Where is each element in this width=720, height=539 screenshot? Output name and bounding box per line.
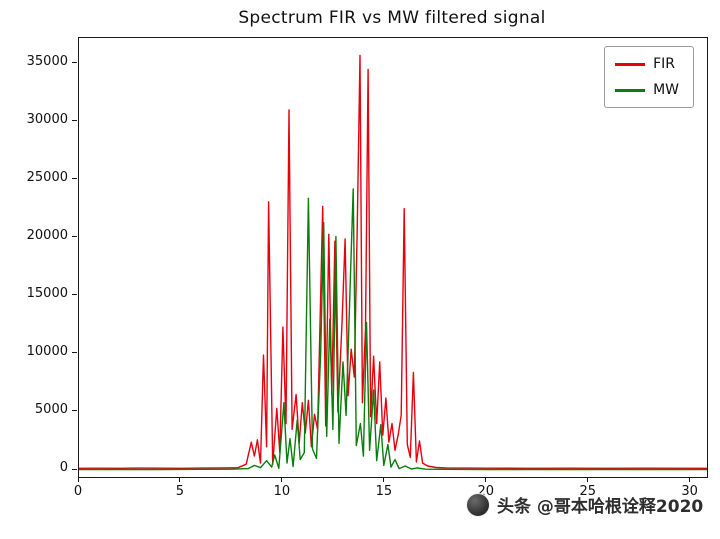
y-tick-label: 25000 [26, 169, 68, 185]
x-tick-label: 30 [681, 484, 698, 499]
y-tick-mark [72, 62, 77, 64]
watermark-text: 头条 @哥本哈根诠释2020 [497, 497, 704, 517]
legend-label-fir: FIR [653, 56, 675, 72]
x-tick-label: 10 [273, 484, 291, 499]
y-tick-label: 5000 [34, 401, 68, 417]
x-tick-mark [383, 477, 385, 482]
legend-item-fir: FIR [615, 56, 679, 72]
x-tick-label: 15 [375, 484, 393, 499]
mw-line-swatch [615, 88, 646, 92]
fir-line-swatch [615, 62, 646, 66]
x-tick-mark [689, 477, 691, 482]
y-tick-label: 0 [59, 460, 68, 476]
legend-label-mw: MW [653, 82, 679, 98]
x-tick-label: 0 [73, 484, 83, 499]
x-tick-mark [587, 477, 589, 482]
fir-line [79, 54, 707, 469]
x-tick-mark [281, 477, 283, 482]
y-tick-label: 35000 [26, 53, 68, 69]
y-tick-mark [72, 294, 77, 296]
y-tick-mark [72, 410, 77, 412]
y-tick-mark [72, 178, 77, 180]
y-tick-label: 10000 [26, 343, 68, 359]
y-tick-mark [72, 468, 77, 470]
watermark: 头条 @哥本哈根诠释2020 [466, 492, 703, 517]
plot-lines [79, 54, 707, 471]
legend-item-mw: MW [615, 82, 679, 98]
watermark-avatar-icon [466, 492, 490, 517]
y-tick-mark [72, 352, 77, 354]
chart-title: Spectrum FIR vs MW filtered signal [238, 8, 546, 28]
y-tick-mark [72, 236, 77, 238]
y-tick-label: 20000 [26, 227, 68, 243]
x-tick-mark [485, 477, 487, 482]
x-tick-label: 5 [175, 484, 185, 499]
y-tick-mark [72, 120, 77, 122]
x-tick-label: 25 [579, 484, 596, 499]
legend: FIR MW [604, 46, 694, 108]
y-tick-label: 30000 [26, 111, 68, 127]
y-tick-label: 15000 [26, 285, 68, 301]
x-tick-mark [179, 477, 181, 482]
plot-area: FIR MW [78, 37, 708, 478]
x-tick-mark [77, 477, 79, 482]
mw-line [79, 188, 707, 471]
